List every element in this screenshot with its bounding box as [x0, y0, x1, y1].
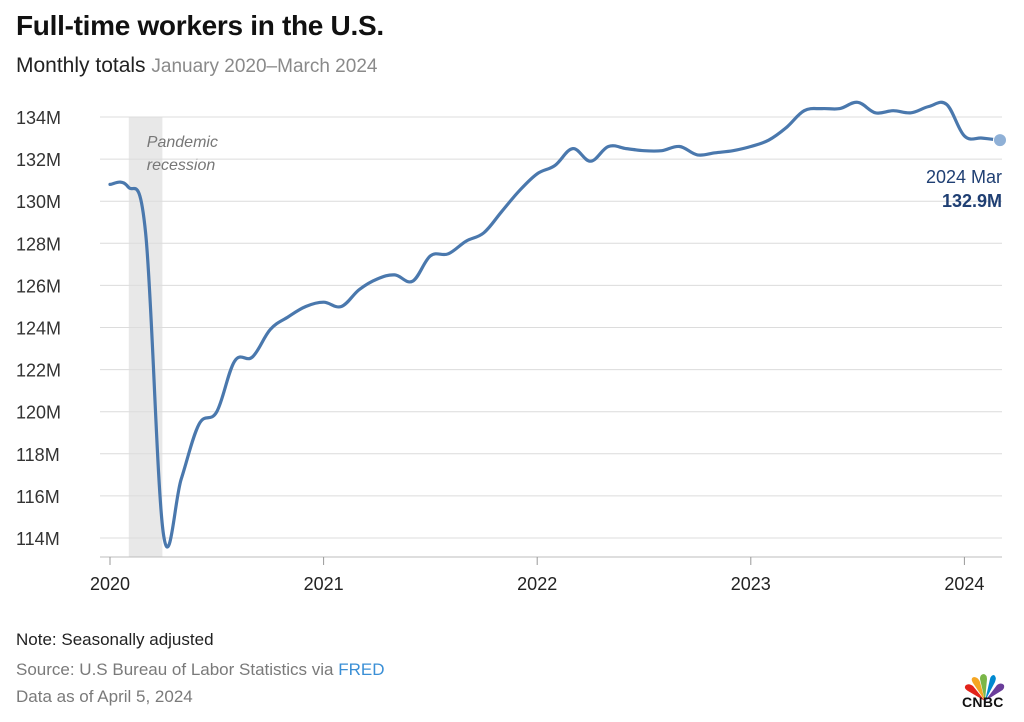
- end-point-marker: [993, 133, 1007, 148]
- chart-title: Full-time workers in the U.S.: [16, 10, 384, 41]
- y-tick-label: 120M: [16, 403, 61, 423]
- source-link-fred[interactable]: FRED: [338, 660, 385, 679]
- y-tick-label: 128M: [16, 234, 61, 254]
- subtitle-text: Monthly totals: [16, 54, 146, 77]
- x-tick-label: 2024: [944, 574, 984, 594]
- y-tick-label: 130M: [16, 192, 61, 212]
- x-tick-label: 2022: [517, 574, 557, 594]
- axis-layer: 114M 116M 118M 120M 122M 124M 126M 128M 130M 132M…: [16, 108, 1002, 594]
- cnbc-peacock-icon: [964, 674, 1005, 701]
- source-line: Source: U.S Bureau of Labor Statistics v…: [16, 660, 385, 680]
- x-tick-label: 2021: [304, 574, 344, 594]
- series-layer: [108, 100, 1002, 549]
- x-tick-label: 2020: [90, 574, 130, 594]
- series-line-full-time-workers: [108, 100, 1002, 549]
- source-text: Source: U.S Bureau of Labor Statistics v…: [16, 660, 339, 679]
- cnbc-logo-text: CNBC: [962, 694, 1004, 710]
- y-tick-label: 126M: [16, 276, 61, 296]
- recession-band: [128, 117, 163, 557]
- footnote: Note: Seasonally adjusted: [16, 630, 214, 649]
- annotation-layer: 2024 Mar 132.9M: [926, 133, 1007, 211]
- end-label-date: 2024 Mar: [926, 167, 1002, 187]
- y-tick-label: 114M: [16, 529, 60, 549]
- y-tick-label: 118M: [16, 445, 60, 465]
- data-date: Data as of April 5, 2024: [16, 687, 193, 706]
- x-tick-label: 2023: [731, 574, 771, 594]
- chart-subtitle: Monthly totals January 2020–March 2024: [16, 54, 377, 78]
- y-tick-label: 132M: [16, 150, 61, 170]
- y-tick-label: 124M: [16, 319, 61, 339]
- recession-label-line1: Pandemic: [147, 134, 218, 151]
- y-tick-label: 116M: [16, 487, 60, 507]
- end-label-value: 132.9M: [942, 191, 1002, 211]
- subtitle-range: January 2020–March 2024: [151, 56, 378, 77]
- y-tick-label: 134M: [16, 108, 61, 128]
- grid-layer: [100, 116, 1002, 539]
- y-tick-label: 122M: [16, 361, 61, 381]
- recession-layer: Pandemic recession: [128, 117, 218, 557]
- recession-label-line2: recession: [147, 157, 216, 174]
